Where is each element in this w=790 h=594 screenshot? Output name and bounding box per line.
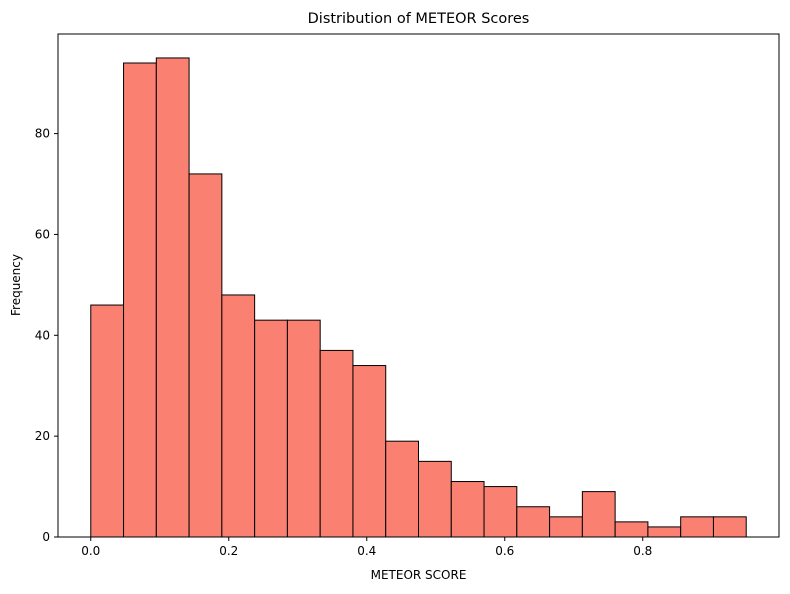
histogram-bar <box>418 460 452 538</box>
x-axis-ticks: 0.0 0.2 0.4 0.6 0.8 <box>81 537 652 558</box>
bars-group <box>90 57 747 538</box>
histogram-bar <box>90 304 125 538</box>
histogram-bar <box>516 506 551 538</box>
histogram-bar <box>352 365 387 538</box>
histogram-bar <box>581 491 616 538</box>
histogram-bar <box>680 516 714 538</box>
histogram-bar <box>286 319 321 538</box>
chart-title: Distribution of METEOR Scores <box>308 11 530 27</box>
histogram-bar <box>483 486 518 538</box>
histogram-bar <box>123 62 157 538</box>
y-axis-ticks: 0 20 40 60 80 <box>35 127 58 544</box>
histogram-bar <box>319 349 354 538</box>
histogram-bar <box>188 173 223 538</box>
histogram-bar <box>614 521 649 538</box>
y-tick-label: 60 <box>35 227 50 241</box>
x-tick-label: 0.8 <box>633 544 652 558</box>
x-tick-label: 0.6 <box>495 544 514 558</box>
y-tick-label: 20 <box>35 429 50 443</box>
plot-frame <box>57 33 780 538</box>
y-tick-label: 80 <box>35 127 50 141</box>
y-tick-label: 40 <box>35 328 50 342</box>
y-tick-label: 0 <box>42 530 50 544</box>
histogram-bar <box>712 516 747 538</box>
x-tick-label: 0.4 <box>357 544 376 558</box>
y-axis-label: Frequency <box>9 254 23 316</box>
x-tick-label: 0.2 <box>219 544 238 558</box>
x-tick-label: 0.0 <box>81 544 100 558</box>
histogram-bar <box>155 57 190 538</box>
histogram-bar <box>254 319 288 538</box>
histogram-bar <box>385 440 419 538</box>
histogram-bar <box>221 294 256 538</box>
histogram-bar <box>450 481 485 538</box>
histogram-bar <box>647 526 682 538</box>
x-axis-label: METEOR SCORE <box>371 568 467 582</box>
histogram-bar <box>549 516 583 538</box>
